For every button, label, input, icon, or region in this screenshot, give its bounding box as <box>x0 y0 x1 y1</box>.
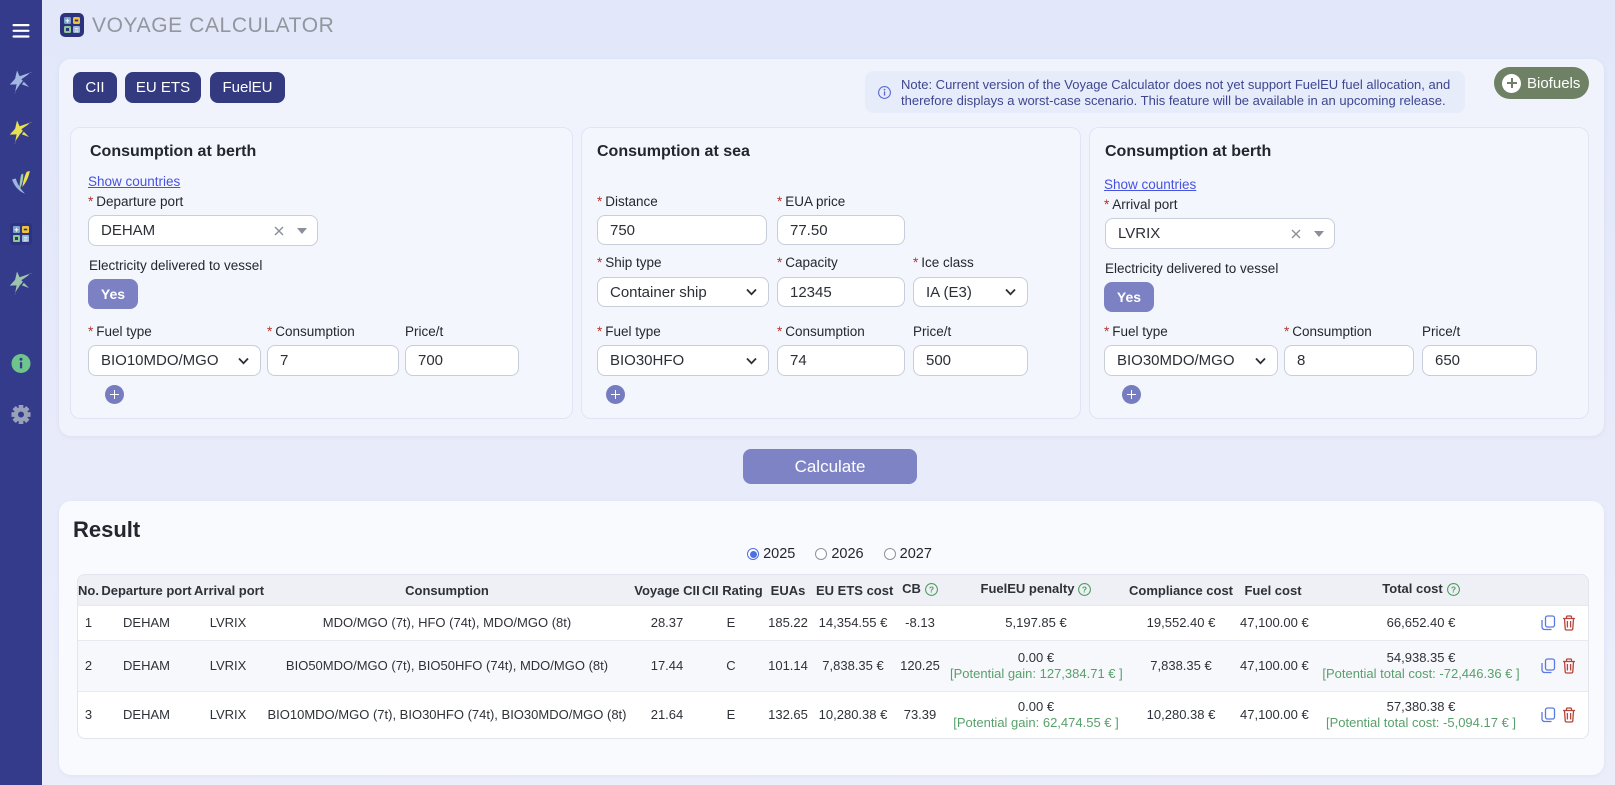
svg-text:?: ? <box>1451 584 1456 594</box>
svg-text:?: ? <box>929 584 934 594</box>
svg-text:?: ? <box>1082 584 1087 594</box>
